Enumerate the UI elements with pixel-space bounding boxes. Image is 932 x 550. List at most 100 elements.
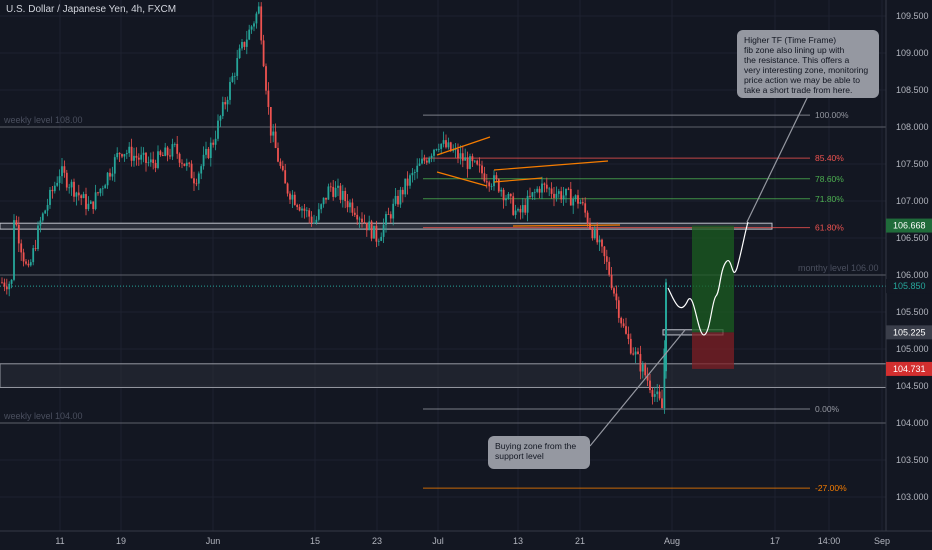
candle-body: [63, 166, 66, 173]
candle-body: [433, 149, 435, 156]
time-axis-tick: 11: [55, 536, 64, 546]
candle-body: [25, 261, 27, 264]
candle-body: [44, 210, 47, 214]
candle-body: [291, 194, 294, 200]
time-axis-tick: 15: [310, 536, 320, 546]
trend-line: [436, 136, 491, 156]
candle-body: [267, 90, 270, 108]
candle-body: [413, 172, 416, 173]
candle-body: [152, 159, 155, 164]
candle-body: [298, 207, 301, 211]
candle-body: [34, 248, 37, 250]
candle-body: [73, 181, 75, 197]
callout-higher-tf-line: take a short trade from here.: [744, 85, 852, 95]
candle-body: [344, 190, 347, 202]
candle-body: [176, 143, 179, 154]
price-tag-label: 106.668: [893, 221, 926, 231]
candle-body: [562, 195, 565, 200]
candle-body: [53, 185, 56, 192]
candle-body: [188, 162, 191, 164]
candle-body: [171, 144, 174, 157]
candle-body: [385, 214, 387, 225]
candle-body: [154, 163, 157, 168]
candle-body: [445, 140, 447, 148]
candle-body: [639, 354, 642, 372]
candle-body: [315, 219, 318, 223]
candle-body: [27, 263, 30, 266]
candle-body: [397, 195, 399, 205]
candle-body: [133, 155, 135, 161]
candle-body: [149, 159, 152, 163]
callout-higher-tf-line: fib zone also lining up with: [744, 45, 845, 55]
candle-body: [209, 142, 212, 158]
candle-body: [260, 6, 263, 41]
candle-body: [214, 138, 217, 145]
candle-body: [423, 158, 426, 161]
candle-body: [231, 76, 234, 82]
candle-body: [627, 333, 630, 339]
candle-body: [140, 154, 143, 160]
candle-body: [339, 185, 342, 200]
candle-body: [620, 317, 623, 324]
candle-body: [61, 166, 63, 177]
candle-body: [529, 195, 531, 197]
time-axis-tick: 14:00: [818, 536, 841, 546]
candle-body: [356, 214, 359, 220]
candle-body: [94, 192, 97, 210]
callout-higher-tf: Higher TF (Time Frame)fib zone also lini…: [737, 30, 879, 98]
candle-body: [555, 193, 558, 198]
fib-level-label: 85.40%: [815, 153, 844, 163]
candle-body: [608, 261, 611, 275]
candle-body: [15, 220, 18, 225]
candle-body: [634, 351, 637, 355]
fib-level-label: 0.00%: [815, 404, 840, 414]
candle-body: [416, 165, 419, 173]
candle-body: [459, 153, 462, 159]
candle-body: [238, 48, 241, 59]
candle-body: [447, 142, 450, 148]
projected-path: [667, 221, 749, 336]
candle-body: [308, 210, 311, 217]
candle-body: [658, 391, 661, 399]
candle-body: [663, 348, 666, 409]
candle-body: [478, 164, 481, 166]
candle-body: [361, 218, 363, 223]
callout-buying-zone-line: support level: [495, 451, 544, 461]
candle-body: [207, 148, 210, 158]
candle-body: [20, 243, 23, 253]
candle-body: [617, 300, 620, 318]
candle-body: [128, 146, 131, 154]
candle-body: [257, 6, 260, 14]
fib-level-label: 78.60%: [815, 174, 844, 184]
candle-body: [277, 147, 279, 162]
candle-body: [637, 351, 639, 355]
candle-body: [507, 193, 510, 199]
candle-body: [80, 195, 83, 199]
candle-body: [461, 153, 464, 161]
price-axis-tick: 104.000: [896, 418, 929, 428]
candle-body: [401, 189, 404, 195]
candle-body: [236, 58, 239, 76]
time-axis-tick: Sep: [874, 536, 890, 546]
candle-body: [205, 148, 207, 155]
candle-body: [509, 193, 512, 197]
candle-body: [524, 205, 527, 213]
candle-body: [293, 194, 296, 205]
candle-body: [92, 201, 95, 210]
candle-body: [409, 175, 411, 186]
candle-body: [243, 42, 246, 47]
candle-body: [380, 236, 383, 241]
time-axis-tick: 23: [372, 536, 382, 546]
candle-body: [101, 188, 104, 190]
candle-body: [574, 195, 577, 199]
candle-body: [113, 157, 116, 174]
candle-body: [502, 189, 505, 201]
price-axis-tick: 104.500: [896, 381, 929, 391]
candle-body: [262, 40, 265, 67]
candle-body: [533, 191, 536, 193]
candle-body: [358, 218, 361, 220]
candle-body: [327, 186, 330, 200]
candle-body: [37, 225, 39, 250]
